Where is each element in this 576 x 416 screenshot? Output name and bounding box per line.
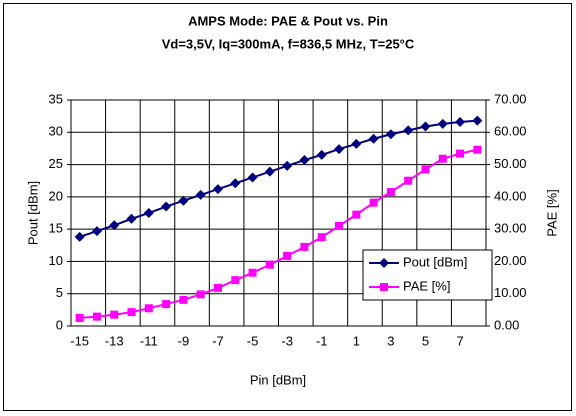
marker <box>472 115 483 126</box>
x-tick-label: -5 <box>247 333 259 348</box>
marker <box>91 226 102 237</box>
marker <box>437 118 448 129</box>
y-tick-label: 0 <box>56 317 63 332</box>
marker <box>126 213 137 224</box>
marker <box>110 310 119 319</box>
marker <box>195 189 206 200</box>
x-tick-label: 1 <box>353 333 360 348</box>
marker <box>178 195 189 206</box>
marker <box>369 198 378 207</box>
marker <box>317 233 326 242</box>
x-tick-label: -13 <box>105 333 124 348</box>
marker <box>368 133 379 144</box>
marker <box>456 149 465 158</box>
legend-marker <box>379 258 389 268</box>
marker <box>248 268 257 277</box>
plot-frame <box>70 99 487 327</box>
marker <box>75 313 84 322</box>
marker <box>264 166 275 177</box>
marker <box>144 304 153 313</box>
marker <box>385 129 396 140</box>
marker <box>127 308 136 317</box>
y2-axis-title: PAE [%] <box>544 189 559 236</box>
marker <box>352 210 361 219</box>
marker <box>316 149 327 160</box>
marker <box>230 178 241 189</box>
marker <box>213 283 222 292</box>
y2-tick-label: 40.00 <box>494 188 527 203</box>
x-tick-label: -3 <box>281 333 293 348</box>
marker <box>212 184 223 195</box>
x-axis-title: Pin [dBm] <box>250 372 306 387</box>
marker <box>334 144 345 155</box>
y2-tick-label: 20.00 <box>494 253 527 268</box>
chart-border <box>3 3 572 411</box>
x-tick-label: 7 <box>456 333 463 348</box>
marker <box>143 208 154 218</box>
y-tick-label: 30 <box>49 124 63 139</box>
y2-tick-label: 10.00 <box>494 285 527 300</box>
x-tick-label: 3 <box>387 333 394 348</box>
x-tick-label: -7 <box>212 333 224 348</box>
y-axis-title: Pout [dBm] <box>25 181 40 245</box>
marker <box>162 300 171 309</box>
y2-tick-label: 50.00 <box>494 156 527 171</box>
x-tick-label: -11 <box>140 333 158 348</box>
marker <box>351 138 362 149</box>
marker <box>247 172 258 183</box>
y2-tick-label: 30.00 <box>494 221 527 236</box>
marker <box>404 176 413 185</box>
marker <box>335 221 344 230</box>
y-tick-label: 10 <box>49 253 63 268</box>
chart-title: AMPS Mode: PAE & Pout vs. Pin <box>188 13 388 28</box>
marker <box>282 160 293 171</box>
marker <box>109 220 120 231</box>
marker <box>92 312 101 321</box>
marker <box>74 231 85 242</box>
legend-label: PAE [%] <box>403 278 450 293</box>
marker <box>386 188 395 197</box>
y-tick-label: 20 <box>49 188 63 203</box>
y2-tick-label: 70.00 <box>494 91 527 106</box>
y2-tick-label: 0.00 <box>494 317 519 332</box>
legend-box <box>362 249 493 301</box>
marker <box>299 155 310 166</box>
x-tick-label: -1 <box>316 333 328 348</box>
marker <box>403 125 414 136</box>
marker <box>300 242 309 251</box>
x-tick-label: 5 <box>422 333 429 348</box>
marker <box>421 165 430 174</box>
x-tick-label: -15 <box>70 333 89 348</box>
marker <box>179 295 188 304</box>
x-tick-label: -9 <box>178 333 190 348</box>
marker <box>438 154 447 163</box>
y2-tick-label: 60.00 <box>494 124 527 139</box>
legend-marker <box>380 283 388 291</box>
marker <box>473 145 482 154</box>
y-tick-label: 35 <box>49 91 63 106</box>
marker <box>420 121 431 132</box>
y-tick-label: 25 <box>49 156 63 171</box>
marker <box>231 276 240 285</box>
chart-subtitle: Vd=3,5V, Iq=300mA, f=836,5 MHz, T=25°C <box>162 36 415 51</box>
marker <box>196 290 205 299</box>
marker <box>265 260 274 269</box>
legend-label: Pout [dBm] <box>403 254 467 269</box>
marker <box>161 201 172 212</box>
marker <box>455 116 466 127</box>
y-tick-label: 15 <box>49 221 63 236</box>
marker <box>283 251 292 260</box>
y-tick-label: 5 <box>56 285 63 300</box>
